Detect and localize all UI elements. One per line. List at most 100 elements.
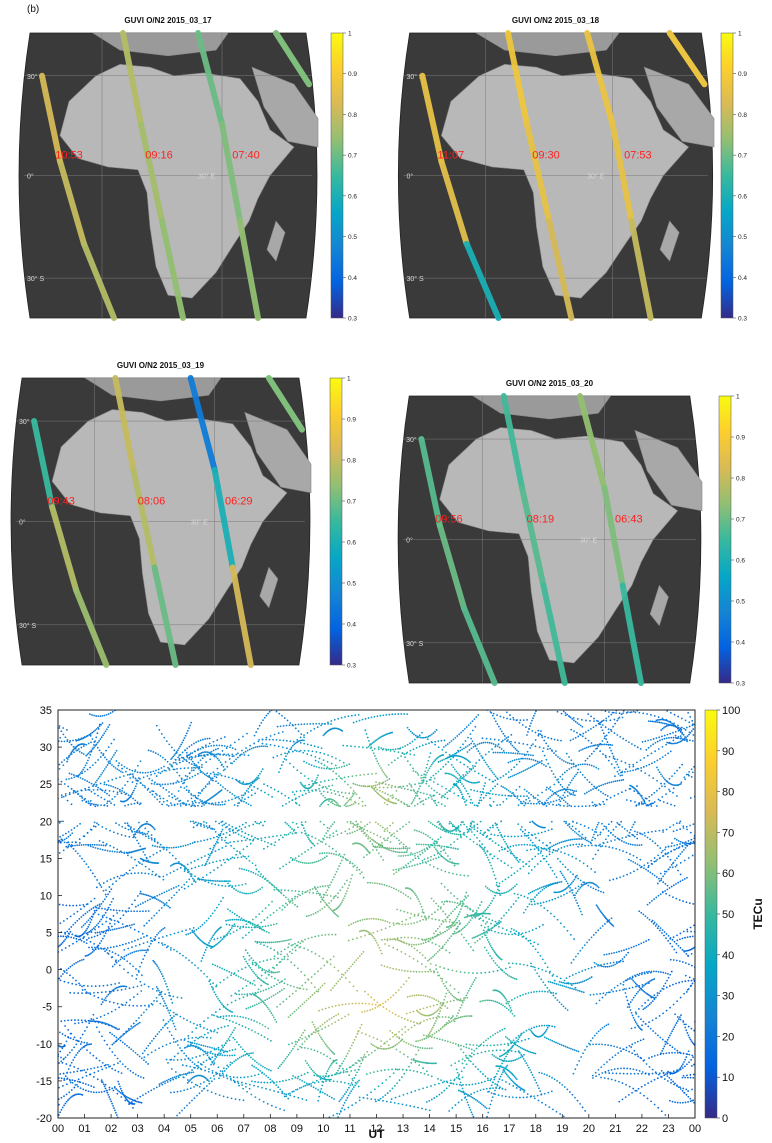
- tec-point: [588, 977, 591, 980]
- tec-point: [293, 743, 296, 746]
- tec-point: [640, 1057, 643, 1060]
- tec-point: [483, 759, 485, 762]
- tec-point: [534, 855, 537, 858]
- tec-point: [399, 827, 401, 830]
- tec-point: [295, 1008, 298, 1011]
- tec-point: [376, 738, 379, 741]
- tec-point: [167, 1061, 169, 1064]
- tec-point: [485, 794, 487, 797]
- tec-point: [269, 947, 272, 950]
- tec-point: [364, 804, 367, 807]
- tec-point: [529, 1051, 532, 1053]
- satellite-track-segment: [138, 121, 165, 225]
- tec-point: [647, 1082, 650, 1085]
- tec-point: [476, 830, 479, 833]
- tec-point: [364, 729, 367, 732]
- tec-trace: [103, 760, 142, 806]
- tec-point: [470, 1093, 473, 1096]
- tec-point: [629, 1067, 632, 1070]
- tec-point: [597, 844, 600, 847]
- tec-point: [127, 971, 129, 974]
- tec-point: [191, 877, 194, 880]
- tec-point: [319, 820, 322, 823]
- tec-point: [209, 983, 212, 986]
- tec-point: [232, 755, 235, 757]
- tec-trace: [487, 1090, 553, 1099]
- tec-point: [64, 832, 67, 835]
- tec-point: [59, 840, 62, 843]
- tec-point: [504, 1088, 507, 1091]
- tec-point: [513, 1014, 516, 1017]
- map-lat-label: 30° S: [407, 275, 425, 283]
- tec-point: [299, 942, 302, 945]
- tec-point: [594, 871, 596, 873]
- tec-point: [641, 986, 644, 988]
- tec-point: [677, 1069, 680, 1072]
- tec-point: [401, 969, 403, 972]
- tec-point: [72, 1038, 75, 1041]
- tec-point: [263, 1036, 266, 1039]
- tec-trace: [58, 1013, 695, 1067]
- tec-point: [254, 872, 257, 875]
- tec-point: [388, 800, 391, 803]
- tec-point: [650, 713, 652, 716]
- tec-point: [356, 1033, 359, 1035]
- tec-point: [624, 992, 627, 994]
- tec-point: [482, 1088, 485, 1091]
- tec-point: [282, 760, 285, 763]
- tec-point: [598, 1043, 600, 1046]
- tec-point: [225, 919, 227, 922]
- tec-point: [89, 869, 92, 872]
- tec-point: [231, 911, 234, 914]
- tec-point: [379, 736, 382, 739]
- tec-point: [410, 852, 412, 854]
- tec-point: [426, 1018, 428, 1021]
- tec-point: [106, 805, 109, 807]
- tec-point: [640, 802, 643, 805]
- tec-trace: [367, 731, 394, 748]
- tec-point: [603, 737, 606, 740]
- tec-point: [170, 764, 173, 767]
- tec-point: [660, 773, 662, 776]
- madagascar-landmass: [659, 220, 680, 262]
- tec-point: [268, 1068, 270, 1071]
- tec-point: [384, 839, 386, 842]
- tec-point: [107, 906, 110, 909]
- tec-point: [282, 865, 285, 868]
- tec-point: [380, 1069, 383, 1072]
- tec-point: [271, 795, 273, 798]
- tec-point: [429, 844, 432, 846]
- tec-point: [114, 952, 117, 955]
- tec-point: [478, 1101, 480, 1103]
- tec-point: [642, 803, 645, 805]
- tec-point: [470, 737, 473, 740]
- tec-point: [578, 860, 581, 862]
- tec-point: [252, 871, 255, 874]
- tec-point: [619, 1072, 621, 1075]
- tec-point: [384, 783, 387, 786]
- tec-point: [256, 822, 258, 825]
- tec-point: [429, 864, 431, 866]
- tec-point: [389, 824, 391, 827]
- tec-point: [275, 922, 278, 925]
- tec-point: [152, 827, 155, 829]
- tec-point: [688, 842, 690, 845]
- tec-point: [62, 920, 65, 922]
- tec-point: [181, 751, 184, 754]
- tec-point: [265, 988, 267, 991]
- tec-point: [260, 745, 263, 748]
- tec-point: [68, 1051, 71, 1054]
- colorbar-tick-label: 1: [738, 31, 742, 38]
- tec-point: [243, 1050, 246, 1053]
- tec-point: [354, 714, 357, 717]
- tec-point: [316, 726, 319, 728]
- tec-point: [272, 911, 275, 914]
- tec-point: [116, 851, 119, 853]
- tec-point: [679, 996, 682, 999]
- tec-point: [111, 956, 114, 958]
- tec-point: [433, 794, 436, 797]
- tec-point: [495, 1049, 498, 1052]
- tec-point: [110, 983, 113, 986]
- tec-point: [135, 782, 138, 785]
- tec-point: [690, 1065, 693, 1067]
